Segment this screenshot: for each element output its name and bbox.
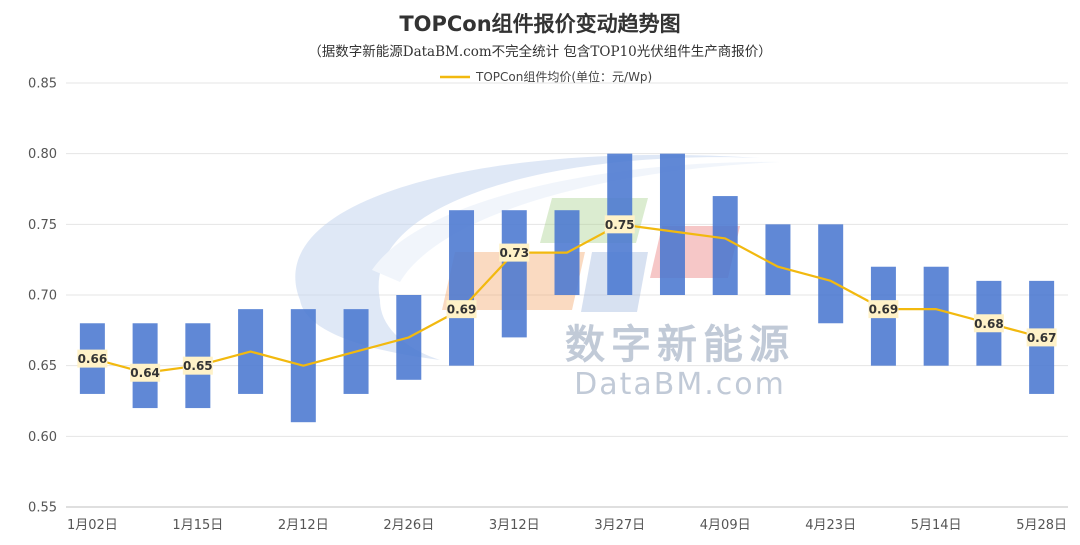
data-label: 0.64 [130, 363, 161, 382]
y-tick-label: 0.70 [28, 289, 57, 304]
data-label: 0.65 [182, 356, 213, 375]
data-label-bg [130, 363, 161, 382]
watermark-text-en: DataBM.com [574, 367, 786, 402]
data-label-text: 0.73 [499, 246, 529, 260]
x-tick-label: 4月09日 [700, 518, 751, 533]
watermark-text-cn: 数字新能源 [565, 322, 795, 368]
range-bar [818, 224, 844, 324]
data-label: 0.68 [973, 314, 1004, 333]
x-tick-label: 3月12日 [489, 518, 540, 533]
data-label-bg [77, 349, 108, 368]
y-tick-label: 0.85 [28, 77, 57, 92]
data-label-bg [499, 243, 530, 262]
data-label: 0.67 [1026, 328, 1057, 347]
data-label-text: 0.67 [1027, 331, 1057, 345]
data-label: 0.73 [499, 243, 530, 262]
data-label-text: 0.64 [130, 366, 160, 380]
range-bar [923, 266, 949, 366]
data-label: 0.69 [446, 300, 477, 319]
data-label-bg [604, 215, 635, 234]
range-bar [765, 224, 791, 295]
data-label-bg [973, 314, 1004, 333]
x-tick-label: 1月02日 [67, 518, 118, 533]
data-label-bg [1026, 328, 1057, 347]
data-label-bg [868, 300, 899, 319]
range-bar [501, 210, 527, 338]
range-bar [712, 196, 738, 295]
x-tick-label: 1月15日 [172, 518, 223, 533]
data-label-bg [182, 356, 213, 375]
data-labels: 0.66 0.64 0.65 0.69 0.73 0.75 0.69 0.68 0.67 [77, 215, 1057, 382]
watermark-swoosh-icon [295, 154, 760, 360]
data-label-text: 0.69 [869, 303, 899, 317]
data-label: 0.75 [604, 215, 635, 234]
x-tick-label: 4月23日 [805, 518, 856, 533]
x-tick-label: 3月27日 [594, 518, 645, 533]
data-label-text: 0.68 [974, 317, 1004, 331]
x-axis: 1月02日 1月15日 2月12日 2月26日 3月12日 3月27日 4月09日 4月23日… [66, 506, 1068, 533]
chart-title: TOPCon组件报价变动趋势图 [399, 12, 681, 36]
y-tick-label: 0.60 [28, 430, 57, 445]
data-label-text: 0.69 [447, 303, 477, 317]
x-tick-label: 2月12日 [278, 518, 329, 533]
chart-subtitle: （据数字新能源DataBM.com不完全统计 包含TOP10光伏组件生产商报价） [308, 44, 772, 60]
y-tick-label: 0.80 [28, 147, 57, 162]
data-label-bg [446, 300, 477, 319]
legend: TOPCon组件均价(单位：元/Wp) [440, 69, 652, 84]
range-bars [79, 153, 1055, 423]
data-label: 0.66 [77, 349, 108, 368]
y-axis: 0.55 0.60 0.65 0.70 0.75 0.80 0.85 [28, 77, 57, 516]
x-tick-label: 5月14日 [911, 518, 962, 533]
legend-label: TOPCon组件均价(单位：元/Wp) [475, 69, 652, 84]
x-tick-label: 2月26日 [383, 518, 434, 533]
data-label: 0.69 [868, 300, 899, 319]
data-label-text: 0.75 [605, 218, 635, 232]
y-tick-label: 0.65 [28, 359, 57, 374]
y-tick-label: 0.55 [28, 501, 57, 516]
y-tick-label: 0.75 [28, 218, 57, 233]
data-label-text: 0.66 [78, 352, 108, 366]
x-tick-label: 5月28日 [1016, 518, 1067, 533]
data-label-text: 0.65 [183, 359, 213, 373]
range-bar [449, 210, 475, 366]
range-bar [659, 153, 685, 295]
